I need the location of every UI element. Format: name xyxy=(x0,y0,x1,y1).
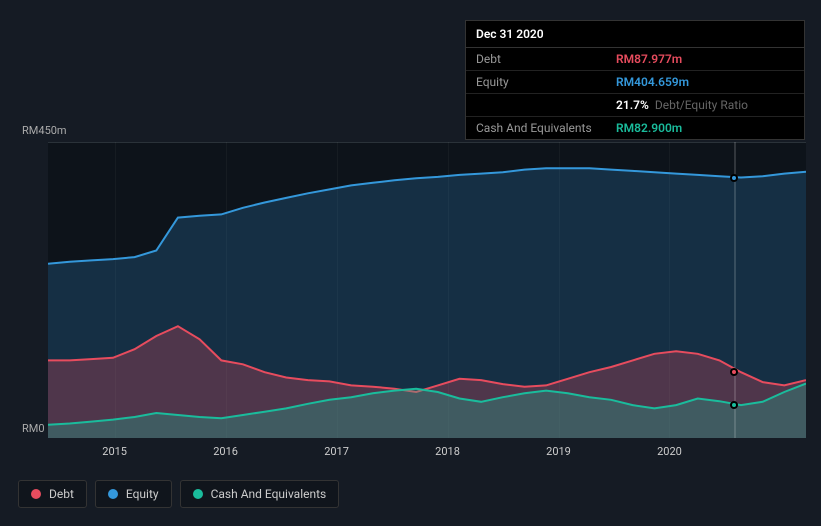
legend: Debt Equity Cash And Equivalents xyxy=(18,480,339,508)
tooltip-row: Cash And EquivalentsRM82.900m xyxy=(466,117,804,139)
tooltip-ratio: Debt/Equity Ratio xyxy=(655,98,748,112)
tooltip-date: Dec 31 2020 xyxy=(466,21,804,48)
tooltip-label: Debt xyxy=(476,52,616,66)
legend-item-debt[interactable]: Debt xyxy=(18,480,87,508)
debt-dot xyxy=(730,368,738,376)
crosshair-line xyxy=(734,142,736,438)
ytick-max: RM450m xyxy=(22,124,67,137)
legend-dot xyxy=(193,489,203,499)
xtick: 2015 xyxy=(102,445,127,458)
chart-svg xyxy=(48,142,806,438)
tooltip-row: DebtRM87.977m xyxy=(466,48,804,71)
ytick-min: RM0 xyxy=(22,422,45,435)
tooltip-row: 21.7%Debt/Equity Ratio xyxy=(466,94,804,117)
xtick: 2016 xyxy=(213,445,238,458)
x-axis-ticks: 2015 2016 2017 2018 2019 2020 xyxy=(48,445,806,465)
xtick: 2020 xyxy=(657,445,682,458)
tooltip-value: RM87.977m xyxy=(616,52,682,66)
legend-label: Debt xyxy=(49,487,74,501)
xtick: 2019 xyxy=(546,445,571,458)
legend-item-cash-and-equivalents[interactable]: Cash And Equivalents xyxy=(180,480,340,508)
xtick: 2017 xyxy=(324,445,349,458)
tooltip-value: RM82.900m xyxy=(616,121,682,135)
legend-label: Cash And Equivalents xyxy=(211,487,327,501)
tooltip-label xyxy=(476,98,616,112)
tooltip-value: 21.7%Debt/Equity Ratio xyxy=(616,98,748,112)
legend-dot xyxy=(31,489,41,499)
equity-dot xyxy=(730,174,738,182)
legend-item-equity[interactable]: Equity xyxy=(95,480,172,508)
legend-label: Equity xyxy=(126,487,159,501)
xtick: 2018 xyxy=(435,445,460,458)
legend-dot xyxy=(108,489,118,499)
cash-dot xyxy=(730,401,738,409)
tooltip-row: EquityRM404.659m xyxy=(466,71,804,94)
tooltip: Dec 31 2020 DebtRM87.977mEquityRM404.659… xyxy=(465,20,805,140)
tooltip-label: Cash And Equivalents xyxy=(476,121,616,135)
tooltip-value: RM404.659m xyxy=(616,75,689,89)
chart-area[interactable] xyxy=(48,142,806,438)
tooltip-label: Equity xyxy=(476,75,616,89)
